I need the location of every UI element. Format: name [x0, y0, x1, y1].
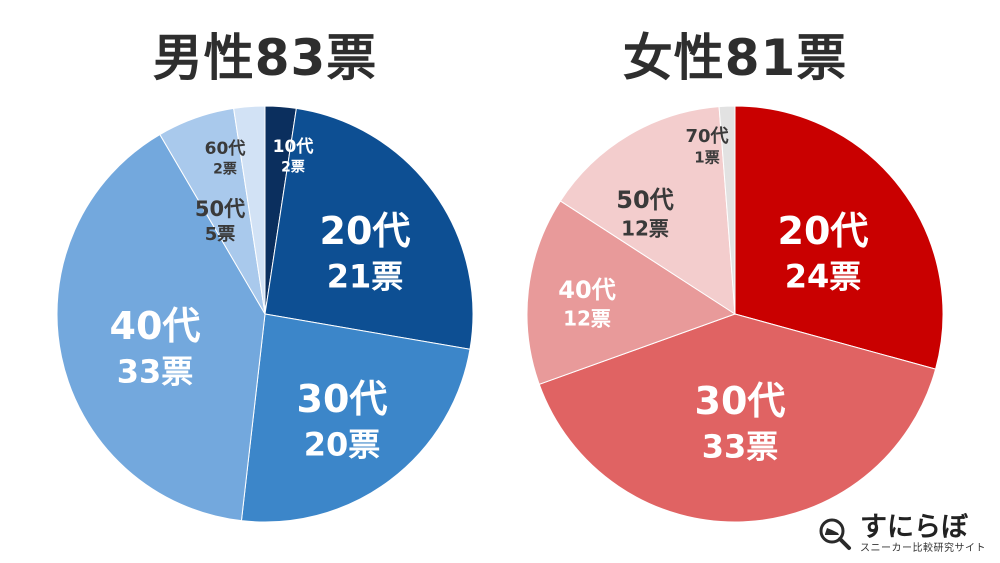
slice-count-label: 21票	[327, 258, 404, 296]
pie-slice-20代	[264, 107, 474, 350]
male-pie: 10代 2票 20代 21票 30代 20票 40代 33票 50代 5票 60代 2票	[56, 105, 474, 523]
slice-age-label: 70代	[685, 126, 728, 147]
slice-age-label: 20代	[778, 209, 869, 253]
pie-slice-30代	[240, 313, 471, 523]
slice-count-label: 33票	[117, 353, 194, 391]
slice-count-label: 5票	[205, 224, 236, 245]
female-pie: 20代 24票 30代 33票 40代 12票 50代 12票 70代 1票	[526, 105, 944, 523]
slice-age-label: 60代	[205, 138, 246, 159]
slice-age-label: 30代	[695, 379, 786, 423]
logo-name: すにらぼ	[860, 512, 968, 543]
slice-count-label: 12票	[563, 307, 611, 331]
site-logo[interactable]: すにらぼ スニーカー比較研究サイト	[818, 513, 986, 555]
slice-age-label: 10代	[273, 136, 314, 157]
slice-age-label: 40代	[558, 276, 615, 304]
magnifier-sneaker-icon	[819, 518, 851, 550]
slice-age-label: 50代	[616, 186, 673, 214]
pie-slice-20代	[734, 105, 944, 370]
pie-slice-60代	[233, 105, 266, 315]
slice-count-label: 1票	[694, 149, 719, 167]
slice-count-label: 2票	[281, 160, 305, 176]
slice-count-label: 24票	[785, 258, 862, 296]
logo-subtitle: スニーカー比較研究サイト	[860, 543, 986, 554]
slice-age-label: 40代	[110, 304, 201, 348]
male-chart-title: 男性83票	[152, 29, 378, 87]
pie-slice-50代	[559, 106, 736, 315]
pie-slice-40代	[56, 133, 266, 522]
female-chart-title: 女性81票	[622, 29, 848, 87]
slice-count-label: 2票	[213, 162, 237, 178]
pie-slice-40代	[526, 200, 737, 385]
pie-slice-70代	[718, 105, 736, 315]
slice-age-label: 50代	[195, 197, 245, 221]
slice-count-label: 33票	[702, 428, 779, 466]
slice-age-label: 20代	[320, 209, 411, 253]
slice-age-label: 30代	[297, 377, 388, 421]
slice-count-label: 20票	[304, 426, 381, 464]
slice-count-label: 12票	[621, 217, 669, 241]
pie-slice-30代	[538, 313, 937, 523]
